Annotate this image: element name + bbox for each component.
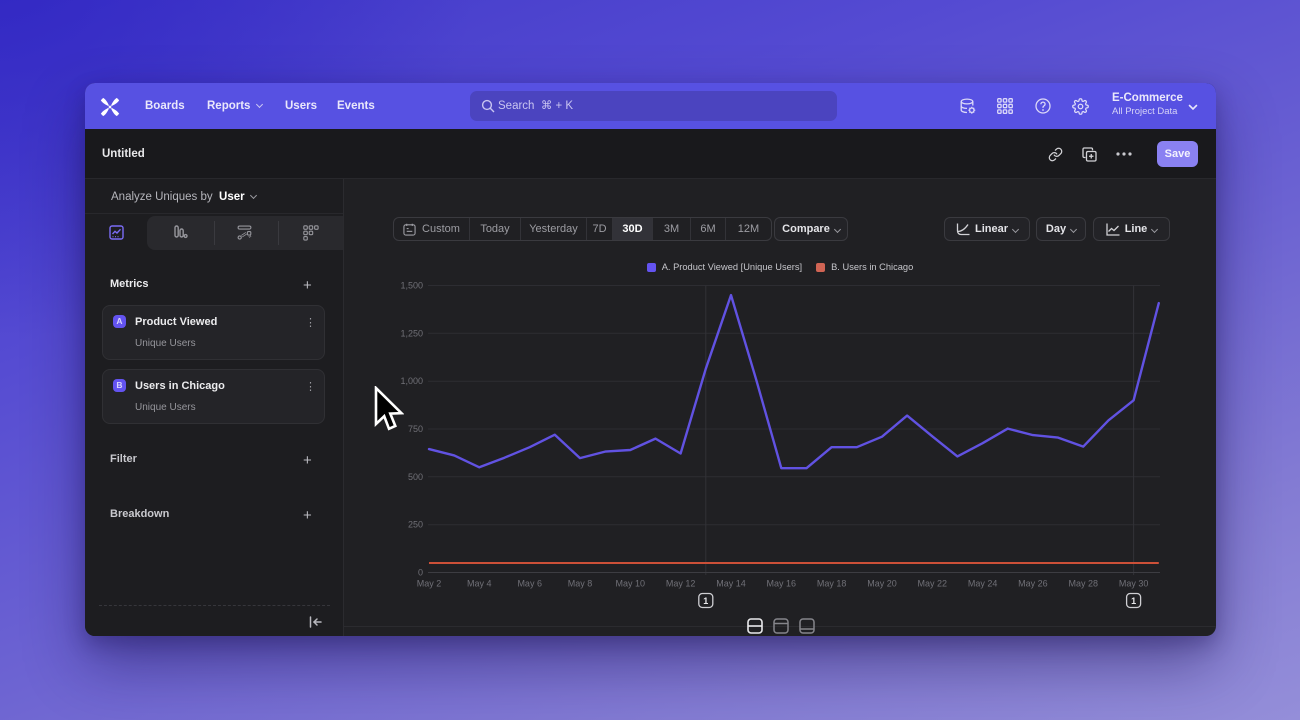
svg-text:May 20: May 20 (867, 579, 897, 589)
svg-text:1: 1 (1131, 596, 1136, 606)
svg-text:May 30: May 30 (1119, 579, 1149, 589)
svg-text:May 28: May 28 (1069, 579, 1099, 589)
svg-text:May 12: May 12 (666, 579, 696, 589)
svg-text:May 18: May 18 (817, 579, 847, 589)
svg-text:0: 0 (418, 568, 423, 578)
svg-text:1,250: 1,250 (400, 328, 423, 338)
svg-text:500: 500 (408, 472, 423, 482)
svg-text:May 22: May 22 (918, 579, 948, 589)
svg-text:1: 1 (703, 596, 708, 606)
svg-text:May 8: May 8 (568, 579, 593, 589)
svg-text:May 4: May 4 (467, 579, 492, 589)
svg-text:750: 750 (408, 424, 423, 434)
svg-text:1,500: 1,500 (400, 281, 423, 291)
svg-text:1,000: 1,000 (400, 376, 423, 386)
svg-text:May 16: May 16 (767, 579, 797, 589)
svg-text:May 14: May 14 (716, 579, 746, 589)
svg-text:May 2: May 2 (417, 579, 442, 589)
svg-text:May 26: May 26 (1018, 579, 1048, 589)
svg-text:250: 250 (408, 520, 423, 530)
svg-text:May 24: May 24 (968, 579, 998, 589)
svg-text:May 10: May 10 (616, 579, 646, 589)
svg-text:May 6: May 6 (517, 579, 542, 589)
